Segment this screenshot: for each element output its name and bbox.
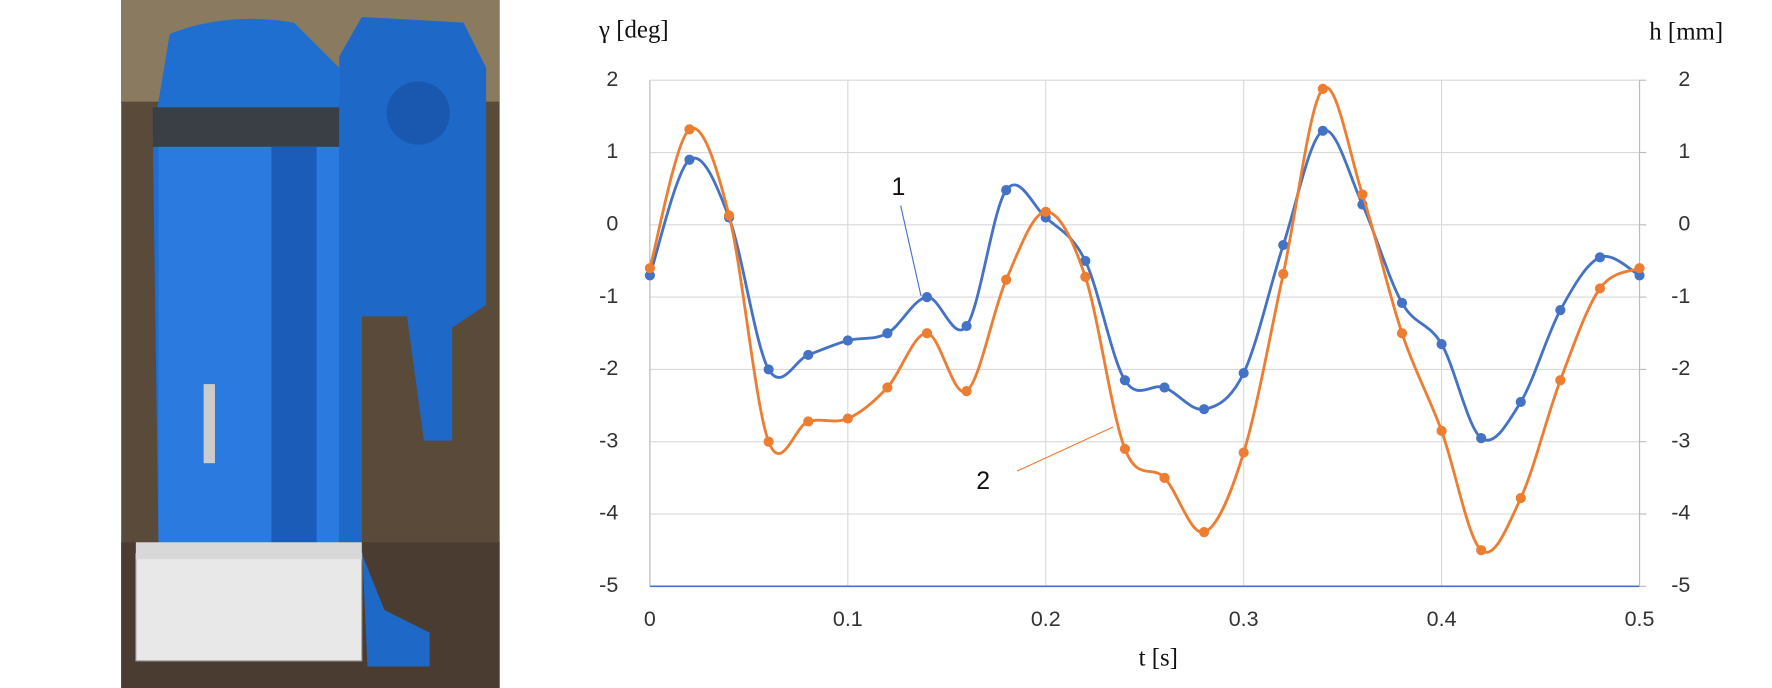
x-axis-label: t [s]	[1139, 644, 1178, 671]
x-tick-label: 0.1	[833, 607, 863, 631]
data-point	[921, 328, 933, 339]
data-point	[1357, 189, 1368, 200]
data-point	[961, 386, 972, 397]
y2-axis-label: h [mm]	[1649, 19, 1723, 46]
x-tick-label: 0.3	[1229, 607, 1259, 631]
data-point	[763, 436, 774, 447]
data-point	[1001, 274, 1012, 285]
data-point	[842, 413, 853, 424]
data-point	[1396, 328, 1408, 339]
data-point	[644, 263, 655, 274]
data-point	[1515, 396, 1526, 408]
series-line	[648, 129, 1641, 442]
data-point	[1476, 545, 1487, 556]
data-point	[1436, 339, 1447, 350]
data-point	[1238, 447, 1249, 458]
x-tick-label: 0	[644, 607, 656, 631]
data-point	[763, 364, 774, 375]
x-tick-label: 0.5	[1625, 607, 1655, 631]
data-point	[1199, 404, 1210, 415]
y2-tick-label: 0	[1678, 211, 1690, 235]
data-point	[803, 349, 814, 361]
series-label: 2	[976, 468, 990, 495]
y-tick-label: -2	[599, 356, 618, 380]
data-point	[1080, 255, 1091, 267]
series-label: 1	[892, 174, 906, 201]
y-tick-label: 1	[606, 139, 618, 163]
series-line	[648, 85, 1641, 554]
x-tick-label: 0.4	[1427, 607, 1457, 631]
callout-line	[900, 205, 922, 297]
data-point	[961, 320, 972, 332]
data-point	[1555, 305, 1566, 316]
data-point	[1238, 367, 1249, 379]
data-point	[1199, 527, 1210, 538]
y-tick-label: -5	[599, 573, 618, 597]
machine-photo	[121, 0, 500, 688]
y2-tick-label: -2	[1671, 356, 1690, 380]
data-point	[1159, 472, 1170, 483]
data-point	[1317, 125, 1328, 136]
y-tick-label: 0	[606, 211, 618, 235]
data-point	[1159, 382, 1170, 393]
data-point	[803, 416, 814, 427]
data-point	[1317, 83, 1328, 94]
data-point	[644, 270, 655, 281]
data-point	[1001, 185, 1012, 196]
y-axis-label: γ [deg]	[598, 16, 669, 43]
data-point	[684, 124, 695, 135]
data-point	[1634, 270, 1645, 281]
y2-tick-label: 1	[1678, 139, 1690, 163]
y2-tick-label: -3	[1671, 428, 1690, 452]
data-point	[1436, 425, 1447, 436]
y2-tick-label: -1	[1671, 284, 1690, 308]
data-point	[1594, 283, 1606, 294]
data-point	[1040, 206, 1051, 217]
y-tick-label: -3	[599, 428, 618, 452]
y2-tick-label: -5	[1671, 573, 1690, 597]
data-point	[882, 382, 893, 393]
data-point	[1278, 268, 1289, 280]
x-tick-label: 0.2	[1031, 607, 1061, 631]
data-point	[1278, 239, 1289, 251]
y2-tick-label: 2	[1678, 67, 1690, 91]
data-point	[921, 292, 933, 303]
y2-tick-label: -4	[1671, 501, 1690, 525]
data-point	[1476, 433, 1487, 444]
y-tick-label: -4	[599, 501, 618, 525]
data-point	[1080, 271, 1091, 282]
data-point	[684, 154, 695, 165]
data-point	[1119, 443, 1130, 455]
y-tick-label: 2	[606, 67, 618, 91]
data-point	[1515, 493, 1526, 504]
data-point	[842, 335, 853, 346]
data-point	[1396, 297, 1408, 308]
data-point	[1594, 252, 1606, 263]
data-point	[1555, 375, 1566, 386]
data-point	[882, 328, 893, 339]
data-point	[723, 210, 735, 221]
callout-line	[1016, 426, 1114, 472]
data-point	[1634, 263, 1645, 274]
y-tick-label: -1	[599, 284, 618, 308]
data-point	[1119, 375, 1130, 386]
